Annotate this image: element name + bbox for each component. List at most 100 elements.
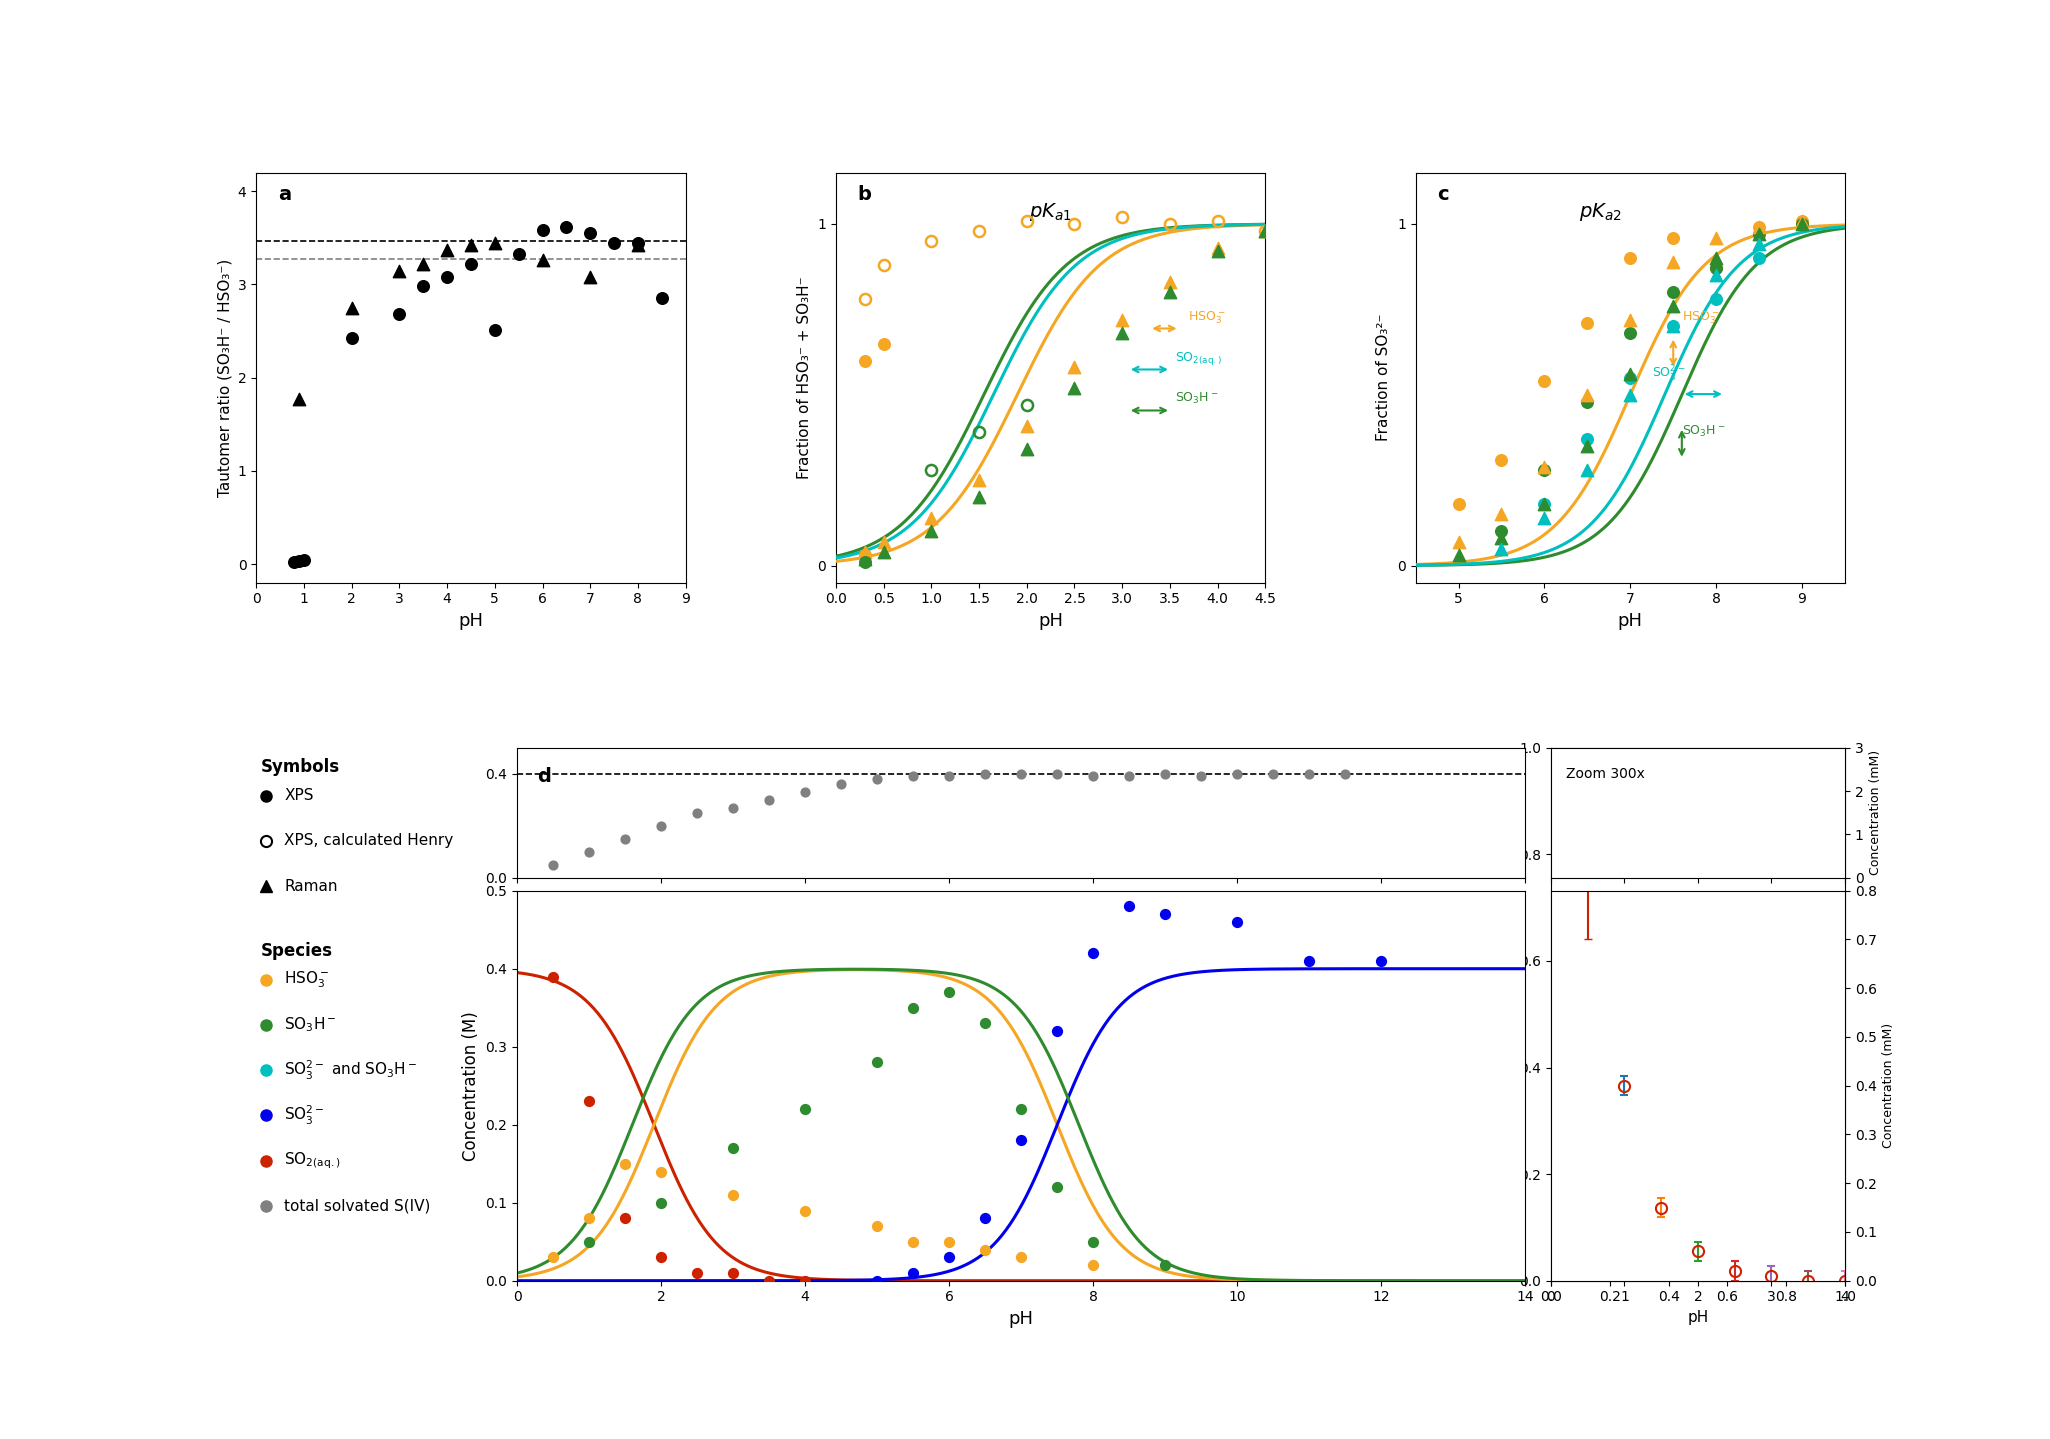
Point bbox=[1742, 223, 1775, 246]
Point bbox=[287, 548, 320, 571]
Point bbox=[718, 1262, 750, 1285]
Point bbox=[283, 550, 316, 573]
Text: Species: Species bbox=[260, 943, 332, 960]
Point bbox=[1004, 1128, 1037, 1151]
Text: XPS: XPS bbox=[285, 789, 314, 803]
Point bbox=[430, 266, 463, 289]
Text: Zoom 300x: Zoom 300x bbox=[1566, 767, 1644, 781]
Point bbox=[861, 1269, 894, 1292]
Point bbox=[1742, 216, 1775, 239]
Point bbox=[1058, 355, 1091, 378]
Point bbox=[537, 966, 570, 989]
Point bbox=[1365, 950, 1398, 973]
Point bbox=[406, 275, 439, 298]
Y-axis label: Tautomer ratio (SO₃H⁻ / HSO₃⁻): Tautomer ratio (SO₃H⁻ / HSO₃⁻) bbox=[217, 259, 232, 496]
Point bbox=[1786, 213, 1818, 236]
Point bbox=[1004, 1246, 1037, 1269]
Point bbox=[1656, 250, 1689, 273]
Point bbox=[1328, 763, 1361, 786]
Point bbox=[336, 327, 369, 350]
Point bbox=[970, 1012, 1002, 1035]
Point bbox=[896, 764, 929, 787]
Point bbox=[1570, 390, 1603, 413]
Point bbox=[1527, 507, 1560, 530]
Point bbox=[1570, 435, 1603, 458]
Point bbox=[1441, 492, 1474, 515]
Point bbox=[1484, 519, 1517, 543]
Point bbox=[383, 302, 416, 325]
Point bbox=[572, 1089, 605, 1112]
Point bbox=[1786, 209, 1818, 232]
Point bbox=[1527, 459, 1560, 482]
Point bbox=[609, 1207, 642, 1230]
Point bbox=[867, 530, 900, 553]
Point bbox=[1113, 895, 1146, 918]
Point bbox=[1154, 271, 1187, 294]
Point bbox=[964, 469, 996, 492]
Point bbox=[1699, 263, 1732, 286]
Text: $\rm HSO_3^-$: $\rm HSO_3^-$ bbox=[285, 970, 330, 990]
Point bbox=[896, 1230, 929, 1253]
Point bbox=[1484, 527, 1517, 550]
Point bbox=[478, 318, 510, 341]
Point bbox=[1222, 763, 1255, 786]
Point bbox=[861, 1050, 894, 1073]
Point bbox=[1656, 226, 1689, 249]
Point bbox=[1699, 246, 1732, 269]
Point bbox=[849, 541, 882, 564]
Point bbox=[1570, 311, 1603, 334]
Point bbox=[1004, 763, 1037, 786]
Point bbox=[849, 551, 882, 574]
Point bbox=[574, 266, 607, 289]
Point bbox=[718, 1137, 750, 1160]
Point bbox=[824, 773, 857, 796]
Text: $\rm SO_3^{2-}$: $\rm SO_3^{2-}$ bbox=[285, 1104, 326, 1127]
X-axis label: pH: pH bbox=[1037, 612, 1064, 630]
Point bbox=[1699, 256, 1732, 279]
Point bbox=[933, 1246, 966, 1269]
Point bbox=[789, 780, 822, 803]
Point bbox=[502, 242, 535, 265]
Text: $pK_{a1}$: $pK_{a1}$ bbox=[1029, 201, 1072, 223]
Point bbox=[1742, 216, 1775, 239]
Point bbox=[1570, 459, 1603, 482]
Text: c: c bbox=[1437, 186, 1449, 204]
Point bbox=[572, 1230, 605, 1253]
Point bbox=[1105, 308, 1138, 331]
Point bbox=[1148, 763, 1181, 786]
Text: $\rm SO_{2(aq.)}$: $\rm SO_{2(aq.)}$ bbox=[285, 1151, 340, 1171]
Point bbox=[1742, 223, 1775, 246]
Point bbox=[861, 1215, 894, 1238]
Point bbox=[1011, 414, 1043, 437]
Point bbox=[1527, 492, 1560, 515]
Y-axis label: Fraction of HSO₃⁻ + SO₃H⁻: Fraction of HSO₃⁻ + SO₃H⁻ bbox=[797, 276, 812, 479]
Point bbox=[279, 551, 312, 574]
Point bbox=[1076, 941, 1109, 964]
Point bbox=[574, 222, 607, 245]
Text: $pK_{a2}$: $pK_{a2}$ bbox=[1578, 201, 1622, 223]
Point bbox=[537, 1246, 570, 1269]
Point bbox=[1656, 315, 1689, 338]
Point bbox=[527, 249, 560, 272]
Point bbox=[1058, 377, 1091, 400]
Point bbox=[914, 519, 947, 543]
Point bbox=[572, 1207, 605, 1230]
Point bbox=[1484, 537, 1517, 560]
Point bbox=[1004, 1098, 1037, 1121]
Point bbox=[849, 544, 882, 567]
Point bbox=[867, 541, 900, 564]
Point bbox=[1484, 502, 1517, 525]
Point bbox=[1154, 281, 1187, 304]
Point bbox=[406, 252, 439, 275]
Point bbox=[1076, 1230, 1109, 1253]
Point bbox=[970, 1207, 1002, 1230]
Point bbox=[896, 1262, 929, 1285]
Point bbox=[527, 219, 560, 242]
Text: $\rm SO_3^{2-}$ and $\rm SO_3H^-$: $\rm SO_3^{2-}$ and $\rm SO_3H^-$ bbox=[285, 1059, 418, 1082]
Point bbox=[970, 763, 1002, 786]
Point bbox=[1294, 950, 1326, 973]
Point bbox=[867, 332, 900, 355]
Point bbox=[1011, 437, 1043, 460]
Point bbox=[1113, 764, 1146, 787]
Point bbox=[1656, 295, 1689, 318]
